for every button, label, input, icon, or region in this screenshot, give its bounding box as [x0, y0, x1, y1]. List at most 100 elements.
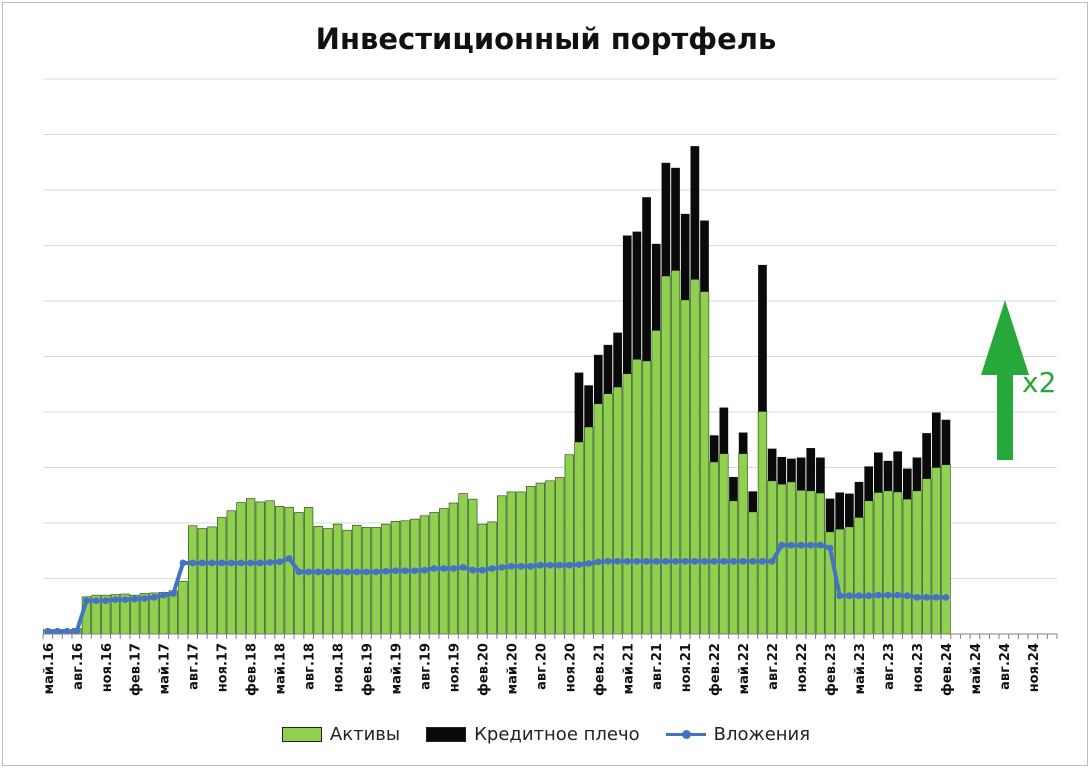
line-point	[276, 558, 283, 566]
bar-assets	[921, 478, 932, 635]
line-point	[440, 565, 448, 572]
bar-assets	[197, 528, 207, 635]
line-point	[517, 562, 525, 570]
line-point	[865, 592, 873, 600]
line-point	[498, 564, 506, 571]
bar-assets	[757, 411, 768, 635]
line-point	[208, 559, 216, 567]
x-tick-label: фев.19	[361, 643, 376, 696]
x-tick-label: май.24	[969, 643, 984, 695]
growth-arrow	[981, 300, 1029, 460]
bar-assets	[390, 521, 401, 635]
x-tick-label: авг.24	[998, 643, 1013, 690]
bar-assets	[419, 515, 430, 635]
line-point	[894, 591, 902, 599]
bar-leverage	[661, 162, 671, 277]
line-series	[44, 541, 950, 635]
bar-assets	[159, 592, 169, 635]
line-point	[720, 557, 728, 565]
bar-leverage	[709, 435, 719, 462]
bar-assets	[873, 492, 883, 635]
line-point	[295, 568, 303, 576]
line-point	[227, 559, 235, 567]
line-point	[198, 559, 206, 567]
legend-swatch-assets	[281, 727, 322, 742]
bar-leverage	[758, 264, 767, 412]
x-tick-label: май.18	[274, 643, 289, 695]
bar-assets	[477, 523, 488, 635]
bar-assets	[255, 501, 265, 635]
line-point	[92, 597, 100, 605]
line-point	[247, 559, 255, 567]
line-point	[788, 541, 795, 549]
bar-assets	[178, 580, 188, 635]
bar-leverage	[729, 476, 738, 501]
x-tick-label: май.20	[505, 643, 520, 695]
line-point	[836, 592, 844, 600]
bar-assets	[612, 386, 623, 635]
bar-assets	[429, 512, 439, 635]
bar-assets	[893, 491, 903, 635]
line-point	[759, 557, 766, 565]
x-tick-label: фев.22	[708, 643, 723, 696]
bar-assets	[941, 464, 951, 635]
line-point	[83, 597, 90, 605]
bar-assets	[680, 299, 690, 635]
bar-leverage	[642, 197, 651, 361]
bar-assets	[796, 489, 806, 635]
bar-leverage	[613, 332, 622, 388]
x-tick-label: ноя.21	[679, 643, 694, 692]
line-point	[237, 559, 245, 567]
line-point	[594, 558, 602, 566]
x-tick-label: авг.23	[882, 643, 897, 690]
bar-assets	[555, 477, 565, 635]
line-point	[256, 559, 264, 567]
x-tick-label: фев.21	[592, 643, 607, 696]
bar-assets	[381, 523, 391, 635]
legend: Активы Кредитное плечо Вложения	[0, 724, 1092, 745]
bar-assets	[699, 291, 710, 635]
x-tick-label: май.21	[621, 643, 636, 695]
bar-leverage	[854, 481, 864, 518]
line-point	[169, 590, 177, 597]
line-point	[768, 557, 776, 565]
bar-leverage	[835, 492, 845, 530]
bar-assets	[583, 426, 594, 635]
line-point	[266, 559, 274, 566]
line-point	[884, 591, 892, 599]
line-point	[73, 627, 81, 635]
line-point	[797, 541, 805, 549]
bar-leverage	[825, 498, 835, 532]
bar-assets	[352, 524, 362, 635]
line-point	[604, 557, 612, 565]
line-point	[507, 562, 515, 570]
bar-assets	[323, 528, 333, 635]
line-point	[314, 568, 322, 576]
line-point	[585, 560, 593, 567]
x-tick-label: ноя.16	[100, 643, 115, 692]
bar-leverage	[806, 448, 816, 491]
line-point	[450, 565, 457, 572]
bar-assets	[332, 523, 343, 635]
bar-assets	[168, 590, 179, 635]
line-point	[179, 559, 187, 567]
bar-leverage	[738, 432, 748, 454]
x-tick-label: фев.20	[476, 643, 491, 696]
line-point	[112, 596, 119, 603]
bar-assets	[864, 500, 874, 635]
bar-assets	[786, 481, 797, 635]
line-point	[469, 566, 477, 574]
x-tick-label: авг.19	[418, 643, 433, 690]
bar-leverage	[671, 167, 680, 271]
bar-series	[43, 146, 951, 635]
bar-assets	[284, 507, 294, 635]
line-point	[363, 568, 370, 576]
bar-assets	[574, 441, 584, 635]
legend-item-assets: Активы	[281, 724, 400, 745]
bar-assets	[844, 526, 855, 635]
bar-assets	[207, 526, 217, 635]
x-tick-label: май.19	[389, 643, 404, 695]
bar-leverage	[816, 457, 825, 494]
bar-leverage	[787, 458, 796, 482]
